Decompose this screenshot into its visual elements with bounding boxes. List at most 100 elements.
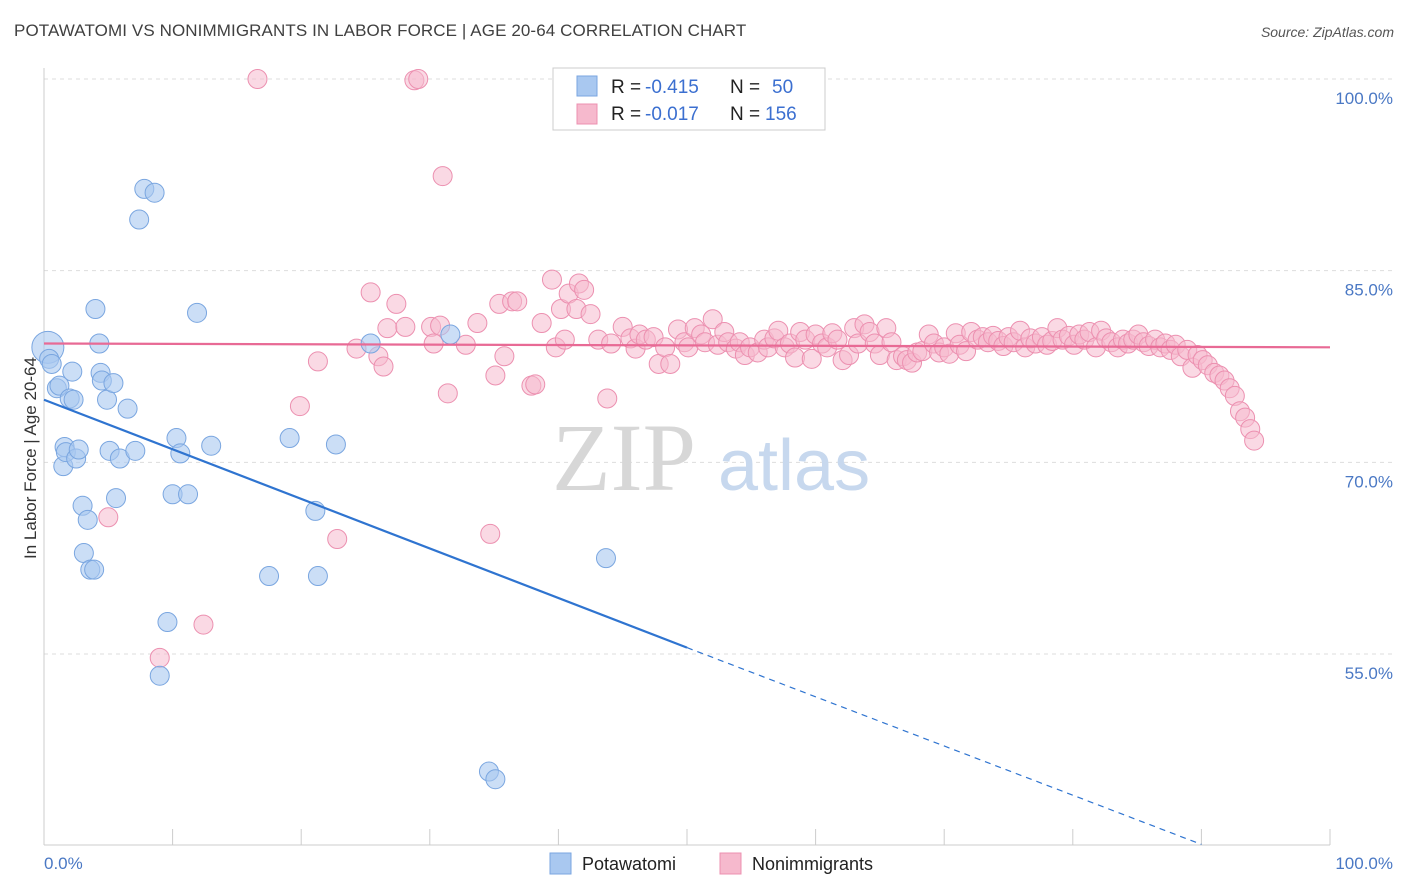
nonimmigrants-point-15 [408, 69, 429, 89]
nonimmigrants-point-3 [247, 69, 268, 89]
potawatomi-point-32 [149, 665, 170, 686]
legend-box [552, 67, 826, 131]
nonimmigrants-trend-line [43, 342, 1331, 349]
nonimmigrants-point-1 [149, 647, 170, 668]
watermark-zip: ZIP [552, 404, 696, 511]
potawatomi-point-39 [201, 435, 222, 456]
bottom-legend-swatch-nonimmigrants [719, 852, 742, 875]
nonimmigrants-point-74 [785, 347, 806, 368]
x-tick-labels: 0.0% 100.0% [44, 854, 1393, 873]
nonimmigrants-point-30 [525, 374, 546, 395]
nonimmigrants-point-40 [580, 304, 601, 325]
nonimmigrants-point-24 [485, 365, 506, 386]
nonimmigrants-point-28 [507, 291, 528, 312]
nonimmigrants-point-52 [660, 353, 681, 374]
nonimmigrants-point-160 [1244, 430, 1265, 451]
legend-n-label-1: N = [730, 77, 760, 98]
nonimmigrants-point-8 [360, 282, 381, 303]
legend-n-value-2: 156 [765, 104, 797, 125]
potawatomi-point-17 [84, 559, 105, 580]
nonimmigrants-point-19 [432, 166, 453, 187]
potawatomi-point-10 [63, 389, 84, 410]
legend-r-label-1: R = [611, 77, 641, 98]
nonimmigrants-point-2 [193, 614, 214, 635]
nonimmigrants-point-77 [801, 348, 822, 369]
nonimmigrants-point-22 [467, 313, 488, 334]
potawatomi-trend-line [43, 398, 688, 649]
nonimmigrants-point-4 [289, 396, 310, 417]
nonimmigrants-point-17 [423, 333, 444, 354]
legend-r-value-1: -0.415 [645, 77, 699, 98]
bottom-legend-swatch-potawatomi [549, 852, 572, 875]
potawatomi-point-12 [68, 439, 89, 460]
nonimmigrants-point-32 [541, 269, 562, 290]
y-tick-label-0: 55.0% [1345, 664, 1393, 683]
nonimmigrants-point-39 [574, 279, 595, 300]
potawatomi-point-29 [129, 209, 150, 230]
series-potawatomi-points [31, 178, 616, 790]
potawatomi-point-38 [187, 302, 208, 323]
nonimmigrants-point-13 [395, 316, 416, 337]
legend-r-value-2: -0.017 [645, 104, 699, 125]
y-tick-label-3: 100.0% [1335, 89, 1393, 108]
potawatomi-point-9 [62, 361, 83, 382]
legend-n-label-2: N = [730, 104, 760, 125]
nonimmigrants-point-5 [307, 351, 328, 372]
nonimmigrants-point-51 [655, 337, 676, 358]
potawatomi-point-33 [157, 612, 178, 633]
series-nonimmigrants-points [98, 69, 1265, 668]
nonimmigrants-point-35 [554, 329, 575, 350]
potawatomi-point-46 [440, 324, 461, 345]
x-tick-label-0: 0.0% [44, 854, 83, 873]
legend-n-value-1: 50 [772, 77, 793, 98]
potawatomi-point-43 [307, 566, 328, 587]
nonimmigrants-point-23 [480, 523, 501, 544]
potawatomi-point-49 [595, 548, 616, 569]
legend-swatch-nonimmigrants [576, 103, 598, 125]
potawatomi-point-37 [178, 484, 199, 505]
nonimmigrants-point-42 [597, 388, 618, 409]
potawatomi-point-15 [77, 509, 98, 530]
watermark-atlas: atlas [718, 426, 870, 506]
nonimmigrants-point-10 [373, 356, 394, 377]
x-tick-label-1: 100.0% [1335, 854, 1393, 873]
potawatomi-point-40 [259, 566, 280, 587]
legend-r-label-2: R = [611, 104, 641, 125]
potawatomi-point-2 [41, 353, 62, 374]
correlation-legend: R = -0.415 N = 50 R = -0.017 N = 156 [552, 67, 826, 131]
chart-source: Source: ZipAtlas.com [1260, 24, 1394, 40]
potawatomi-point-28 [125, 440, 146, 461]
nonimmigrants-point-31 [531, 313, 552, 334]
trend-lines [43, 342, 1331, 845]
nonimmigrants-point-12 [386, 293, 407, 314]
chart-title: POTAWATOMI VS NONIMMIGRANTS IN LABOR FOR… [14, 21, 747, 40]
potawatomi-point-44 [325, 434, 346, 455]
y-tick-label-2: 85.0% [1345, 281, 1393, 300]
bottom-legend-label-potawatomi: Potawatomi [582, 854, 676, 874]
potawatomi-point-41 [279, 428, 300, 449]
nonimmigrants-point-82 [827, 329, 848, 350]
potawatomi-point-48 [485, 769, 506, 790]
nonimmigrants-point-0 [98, 507, 119, 528]
potawatomi-point-31 [144, 182, 165, 203]
y-axis-label: In Labor Force | Age 20-64 [21, 357, 40, 559]
nonimmigrants-point-43 [601, 333, 622, 354]
nonimmigrants-point-11 [377, 318, 398, 339]
y-tick-labels: 55.0% 70.0% 85.0% 100.0% [1335, 89, 1393, 683]
legend-swatch-potawatomi [576, 75, 598, 97]
watermark: ZIP atlas [552, 404, 870, 511]
potawatomi-point-25 [106, 488, 127, 509]
nonimmigrants-point-20 [437, 383, 458, 404]
nonimmigrants-point-26 [494, 346, 515, 367]
series-legend: Potawatomi Nonimmigrants [549, 852, 873, 875]
axes [43, 68, 1331, 846]
potawatomi-trend-extension [686, 647, 1202, 845]
potawatomi-point-24 [103, 373, 124, 394]
nonimmigrants-point-6 [327, 529, 348, 549]
bottom-legend-label-nonimmigrants: Nonimmigrants [752, 854, 873, 874]
y-tick-label-1: 70.0% [1345, 472, 1393, 491]
potawatomi-point-18 [85, 299, 106, 319]
potawatomi-point-27 [117, 398, 138, 419]
nonimmigrants-point-59 [702, 309, 723, 330]
